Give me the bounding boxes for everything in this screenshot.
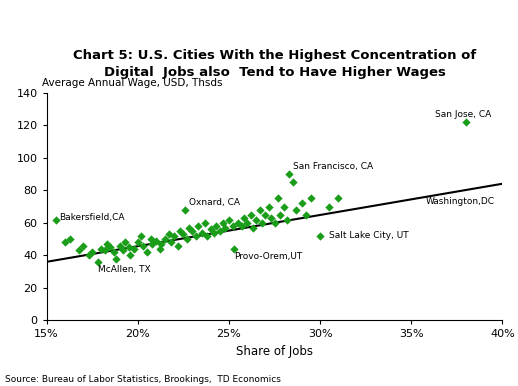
Point xyxy=(126,252,135,258)
Point xyxy=(119,247,127,254)
Point xyxy=(148,241,156,247)
Point xyxy=(316,233,324,239)
Text: Source: Bureau of Labor Statistics, Brookings,  TD Economics: Source: Bureau of Labor Statistics, Broo… xyxy=(5,375,281,384)
Point xyxy=(274,195,282,201)
Point xyxy=(189,228,197,234)
Title: Chart 5: U.S. Cities With the Highest Concentration of
Digital  Jobs also  Tend : Chart 5: U.S. Cities With the Highest Co… xyxy=(73,49,476,79)
Text: San Francisco, CA: San Francisco, CA xyxy=(293,162,373,171)
Point xyxy=(103,241,111,247)
Point xyxy=(157,241,166,247)
Point xyxy=(192,233,200,239)
Point xyxy=(257,220,266,226)
Point xyxy=(183,236,191,242)
Point xyxy=(176,228,184,234)
Point xyxy=(143,249,151,255)
Point xyxy=(170,233,178,239)
Point xyxy=(88,249,96,255)
Point xyxy=(94,259,102,265)
Point xyxy=(289,179,297,185)
Point xyxy=(283,217,292,223)
Point xyxy=(219,220,227,226)
Point xyxy=(203,233,211,239)
Point xyxy=(134,239,142,245)
Point xyxy=(106,244,114,250)
Point xyxy=(116,242,124,249)
Point xyxy=(225,217,233,223)
Point xyxy=(185,225,193,231)
Point xyxy=(228,223,237,229)
Point xyxy=(124,244,133,250)
Point xyxy=(155,246,164,252)
Point xyxy=(267,215,275,221)
Point xyxy=(280,203,288,210)
Text: San Jose, CA: San Jose, CA xyxy=(435,110,491,119)
Point xyxy=(139,242,148,249)
Point xyxy=(79,242,87,249)
Point xyxy=(84,252,93,258)
Point xyxy=(307,195,315,201)
Point xyxy=(174,242,182,249)
Point xyxy=(165,231,173,237)
Point xyxy=(161,236,169,242)
Text: Oxnard, CA: Oxnard, CA xyxy=(189,198,240,207)
Point xyxy=(247,212,255,218)
Point xyxy=(462,119,470,125)
Point xyxy=(334,195,342,201)
Point xyxy=(210,229,219,235)
Point xyxy=(298,200,306,207)
Text: McAllen, TX: McAllen, TX xyxy=(98,265,150,274)
Point xyxy=(270,220,279,226)
Point xyxy=(221,225,229,231)
Point xyxy=(147,236,155,242)
Point xyxy=(212,223,220,229)
Point xyxy=(181,207,190,213)
Point xyxy=(101,247,109,254)
Point xyxy=(121,239,129,245)
Point xyxy=(231,246,239,252)
Point xyxy=(110,249,118,255)
Point xyxy=(215,228,224,234)
Point xyxy=(75,247,83,254)
Point xyxy=(276,212,284,218)
Point xyxy=(61,239,69,245)
X-axis label: Share of Jobs: Share of Jobs xyxy=(236,345,313,358)
Point xyxy=(112,256,120,262)
Point xyxy=(201,220,209,226)
Point xyxy=(239,215,248,221)
Point xyxy=(137,233,146,239)
Text: Salt Lake City, UT: Salt Lake City, UT xyxy=(329,231,409,240)
Point xyxy=(285,171,293,177)
Text: Provo-Orem,UT: Provo-Orem,UT xyxy=(235,252,303,261)
Point xyxy=(207,226,215,232)
Point xyxy=(243,220,251,226)
Point xyxy=(252,217,261,223)
Point xyxy=(152,237,160,244)
Point xyxy=(97,246,106,252)
Point xyxy=(234,220,242,226)
Point xyxy=(52,217,60,223)
Text: Bakersfield,CA: Bakersfield,CA xyxy=(60,213,125,222)
Point xyxy=(166,239,175,245)
Point xyxy=(130,246,138,252)
Point xyxy=(265,203,273,210)
Point xyxy=(194,223,202,229)
Point xyxy=(66,236,75,242)
Point xyxy=(179,231,188,237)
Point xyxy=(325,203,334,210)
Point xyxy=(256,207,264,213)
Point xyxy=(301,212,310,218)
Point xyxy=(292,207,300,213)
Point xyxy=(261,212,269,218)
Point xyxy=(249,225,257,231)
Point xyxy=(238,223,246,229)
Point xyxy=(197,229,206,235)
Text: Washington,DC: Washington,DC xyxy=(426,197,495,206)
Text: Average Annual Wage, USD, Thsds: Average Annual Wage, USD, Thsds xyxy=(42,78,223,88)
